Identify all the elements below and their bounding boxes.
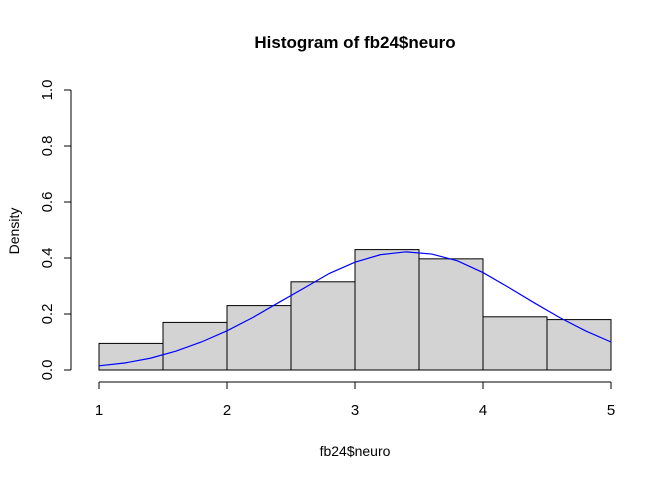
histogram-bar-4 [290,281,356,371]
histogram-bar-6 [418,258,484,371]
density-curve [98,251,612,367]
y-tick-label: 1.0 [39,80,56,101]
x-tick-label: 4 [479,402,487,419]
y-tick-label: 0.2 [39,304,56,325]
bars-group [98,249,612,371]
y-axis: 0.0 0.2 0.4 0.6 0.8 1.0 [39,80,72,381]
x-axis-label: fb24$neuro [320,443,391,459]
x-tick-label: 2 [223,402,231,419]
x-tick-label: 5 [607,402,615,419]
y-axis-label: Density [6,208,22,255]
y-tick-label: 0.4 [39,248,56,269]
chart-title: Histogram of fb24$neuro [254,33,455,52]
histogram-bar-3 [226,305,292,371]
histogram-bar-2 [162,321,228,371]
x-tick-label: 3 [351,402,359,419]
histogram-bar-5 [354,249,420,371]
histogram-bar-1 [98,342,164,371]
y-tick-label: 0.8 [39,136,56,157]
histogram-bar-7 [482,316,548,371]
x-tick-label: 1 [95,402,103,419]
x-axis: 1 2 3 4 5 [95,381,615,419]
y-tick-label: 0.6 [39,192,56,213]
y-tick-label: 0.0 [39,360,56,381]
